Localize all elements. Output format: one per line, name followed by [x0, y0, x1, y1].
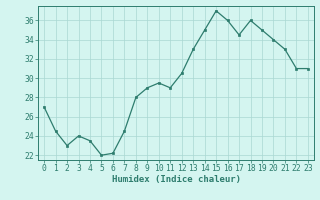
X-axis label: Humidex (Indice chaleur): Humidex (Indice chaleur): [111, 175, 241, 184]
